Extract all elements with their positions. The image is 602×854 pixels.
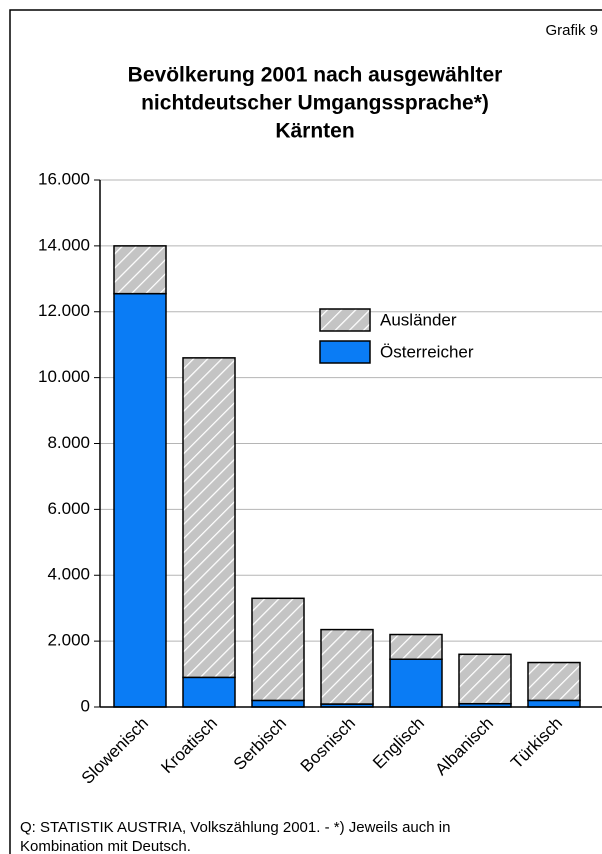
y-tick-label: 12.000 — [38, 301, 90, 320]
x-tick-label: Serbisch — [230, 714, 290, 774]
y-tick-label: 4.000 — [47, 565, 90, 584]
bar-segment — [458, 653, 512, 705]
bar-segment — [113, 245, 167, 295]
bar-segment — [251, 597, 305, 702]
x-tick-label: Kroatisch — [157, 714, 221, 778]
legend-swatch — [319, 340, 371, 364]
bar-segment — [113, 292, 167, 708]
bar-segment — [389, 658, 443, 708]
y-tick-label: 0 — [81, 696, 90, 715]
corner-note: Grafik 9 — [545, 22, 598, 39]
bar-segment — [527, 661, 581, 702]
y-tick-label: 10.000 — [38, 367, 90, 386]
y-tick-label: 16.000 — [38, 169, 90, 188]
x-tick-label: Albanisch — [431, 714, 497, 780]
legend-swatch — [319, 308, 371, 332]
bar-segment — [251, 699, 305, 708]
legend-label: Ausländer — [380, 310, 457, 329]
source-note: Q: STATISTIK AUSTRIA, Volkszählung 2001.… — [20, 819, 450, 836]
chart-title: nichtdeutscher Umgangssprache*) — [141, 92, 489, 115]
chart-title: Kärnten — [275, 120, 354, 143]
bar-segment — [389, 633, 443, 660]
bar-segment — [527, 699, 581, 708]
chart-title: Bevölkerung 2001 nach ausgewählter — [128, 64, 503, 87]
x-tick-label: Bosnisch — [297, 714, 359, 776]
frame — [9, 9, 602, 854]
y-tick-label: 2.000 — [47, 631, 90, 650]
y-tick-label: 14.000 — [38, 235, 90, 254]
legend-label: Österreicher — [380, 342, 474, 361]
bar-segment — [320, 628, 374, 705]
x-tick-label: Türkisch — [507, 714, 566, 773]
x-tick-label: Englisch — [369, 714, 428, 773]
source-note: Kombination mit Deutsch. — [20, 838, 191, 854]
y-tick-label: 6.000 — [47, 499, 90, 518]
bar-segment — [182, 676, 236, 708]
y-tick-label: 8.000 — [47, 433, 90, 452]
x-tick-label: Slowenisch — [78, 714, 152, 788]
bar-segment — [182, 357, 236, 679]
